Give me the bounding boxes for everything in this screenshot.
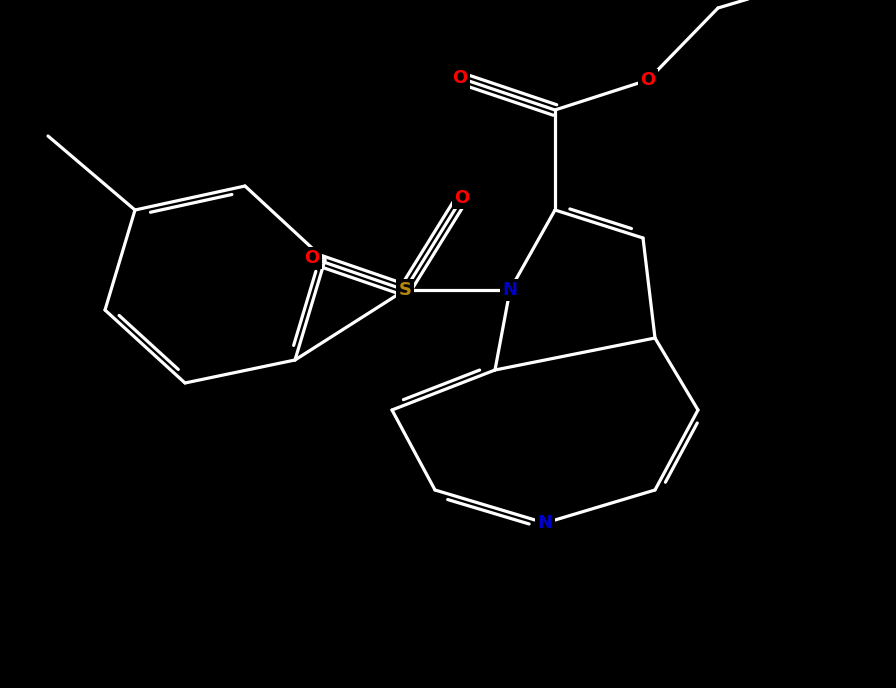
Text: N: N xyxy=(538,514,553,532)
Text: O: O xyxy=(641,71,656,89)
Text: O: O xyxy=(454,189,470,207)
Text: N: N xyxy=(503,281,518,299)
Text: O: O xyxy=(452,69,468,87)
Text: S: S xyxy=(399,281,411,299)
Text: O: O xyxy=(305,249,320,267)
